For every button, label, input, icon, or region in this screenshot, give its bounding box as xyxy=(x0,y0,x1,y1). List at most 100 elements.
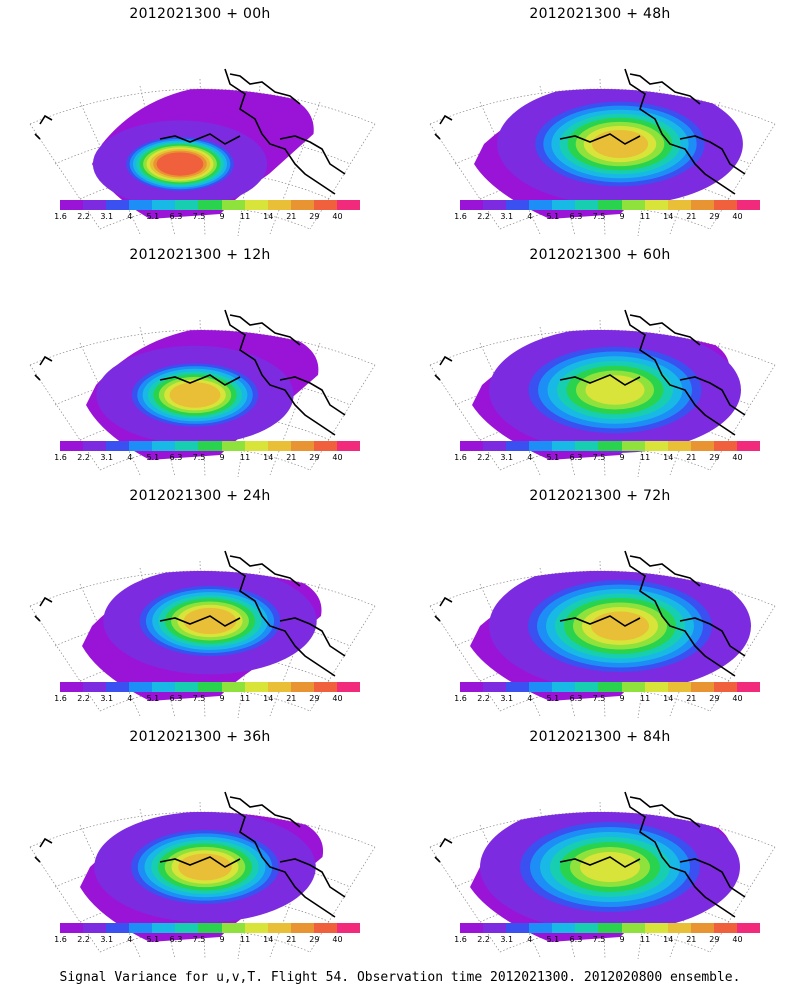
colorbar-label: 3.1 xyxy=(500,453,514,462)
colorbar-swatch-12 xyxy=(336,441,361,451)
colorbar-label: 21 xyxy=(286,935,297,944)
colorbar-swatch-10 xyxy=(290,682,314,692)
colorbar-label: 14 xyxy=(263,694,274,703)
colorbar-label: 4 xyxy=(127,935,133,944)
colorbar-label: 40 xyxy=(332,935,343,944)
colorbar-label: 5.1 xyxy=(146,453,160,462)
colorbar-swatch-12 xyxy=(736,923,761,933)
colorbar xyxy=(60,200,361,210)
colorbar-swatch-4 xyxy=(552,682,576,692)
colorbar-label: 2.2 xyxy=(477,453,490,462)
colorbar-swatch-12 xyxy=(336,200,361,210)
colorbar-swatch-6 xyxy=(598,441,622,451)
colorbar-swatch-11 xyxy=(713,441,737,451)
colorbar-labels: 1.6 2.2 3.1 4 5.1 6.3 7.5 9 11 14 21 29 40 xyxy=(50,694,370,706)
colorbar-swatch-4 xyxy=(552,200,576,210)
signal-variance-map xyxy=(429,550,776,719)
coastlines xyxy=(434,550,746,677)
colorbar-label: 7.5 xyxy=(192,935,206,944)
colorbar-label: 3.1 xyxy=(100,694,114,703)
colorbar-label: 14 xyxy=(663,212,674,221)
colorbar-label: 29 xyxy=(709,453,720,462)
colorbar-swatch-7 xyxy=(621,682,645,692)
map-panel-72h: 2012021300 + 72h 1.6 2.2 3.1 4 5.1 6.3 7.5 9 11 14… xyxy=(400,482,800,723)
colorbar-swatch-3 xyxy=(129,441,153,451)
colorbar-swatch-10 xyxy=(690,441,714,451)
colorbar xyxy=(60,682,361,692)
panel-title: 2012021300 + 48h xyxy=(529,6,671,22)
colorbar-swatch-5 xyxy=(575,923,599,933)
colorbar-label: 4 xyxy=(527,212,533,221)
colorbar-swatch-8 xyxy=(244,682,268,692)
colorbar-swatch-6 xyxy=(598,923,622,933)
colorbar-labels: 1.6 2.2 3.1 4 5.1 6.3 7.5 9 11 14 21 29 40 xyxy=(50,453,370,465)
colorbar-swatch-6 xyxy=(198,441,222,451)
colorbar-swatch-3 xyxy=(129,682,153,692)
signal-variance-map xyxy=(429,309,776,478)
colorbar-label: 29 xyxy=(309,453,320,462)
signal-variance-map xyxy=(29,550,376,719)
colorbar-label: 2.2 xyxy=(77,212,90,221)
colorbar-swatch-0 xyxy=(460,682,484,692)
colorbar-swatch-11 xyxy=(713,682,737,692)
colorbar-swatch-8 xyxy=(644,200,668,210)
colorbar-label: 7.5 xyxy=(192,212,206,221)
colorbar-label: 40 xyxy=(332,453,343,462)
colorbar-label: 6.3 xyxy=(169,935,183,944)
colorbar-label: 14 xyxy=(263,453,274,462)
colorbar-label: 29 xyxy=(309,212,320,221)
colorbar-label: 4 xyxy=(527,694,533,703)
colorbar-swatch-6 xyxy=(198,682,222,692)
coastlines xyxy=(434,791,746,918)
colorbar-swatch-12 xyxy=(736,441,761,451)
colorbar-swatch-8 xyxy=(244,200,268,210)
panel-title: 2012021300 + 24h xyxy=(129,488,271,504)
colorbar-swatch-8 xyxy=(644,682,668,692)
colorbar-swatch-1 xyxy=(483,441,507,451)
colorbar-label: 1.6 xyxy=(454,212,467,221)
colorbar-label: 14 xyxy=(663,935,674,944)
colorbar-label: 9 xyxy=(219,453,225,462)
colorbar-label: 3.1 xyxy=(500,212,514,221)
colorbar-label: 6.3 xyxy=(169,694,183,703)
colorbar-label: 29 xyxy=(709,694,720,703)
colorbar-swatch-12 xyxy=(336,682,361,692)
panel-grid: 2012021300 + 00h 1.6 2.2 3.1 4 5.1 6.3 7.5 9 11 14… xyxy=(0,0,800,960)
colorbar-swatch-7 xyxy=(221,682,245,692)
colorbar-label: 40 xyxy=(732,935,743,944)
colorbar-swatch-2 xyxy=(106,923,130,933)
colorbar-label: 6.3 xyxy=(169,212,183,221)
colorbar-label: 11 xyxy=(240,212,251,221)
colorbar-swatch-12 xyxy=(736,682,761,692)
colorbar-label: 9 xyxy=(219,935,225,944)
map-panel-24h: 2012021300 + 24h 1.6 2.2 3.1 4 5.1 6.3 7.5 9 11 14… xyxy=(0,482,400,723)
colorbar-labels: 1.6 2.2 3.1 4 5.1 6.3 7.5 9 11 14 21 29 40 xyxy=(450,935,770,947)
colorbar-swatch-7 xyxy=(221,200,245,210)
colorbar-label: 40 xyxy=(732,453,743,462)
colorbar-swatch-0 xyxy=(60,923,84,933)
colorbar-swatch-2 xyxy=(506,682,530,692)
colorbar-label: 1.6 xyxy=(54,212,67,221)
panel-title: 2012021300 + 12h xyxy=(129,247,271,263)
colorbar-label: 2.2 xyxy=(77,694,90,703)
map-panel-00h: 2012021300 + 00h 1.6 2.2 3.1 4 5.1 6.3 7.5 9 11 14… xyxy=(0,0,400,241)
coastlines xyxy=(34,309,346,436)
colorbar-swatch-6 xyxy=(198,923,222,933)
colorbar-label: 11 xyxy=(640,453,651,462)
colorbar-label: 1.6 xyxy=(54,453,67,462)
colorbar-label: 4 xyxy=(127,694,133,703)
colorbar-swatch-3 xyxy=(529,923,553,933)
colorbar-swatch-10 xyxy=(290,200,314,210)
colorbar-label: 14 xyxy=(263,935,274,944)
colorbar-label: 5.1 xyxy=(546,212,560,221)
colorbar-label: 14 xyxy=(663,453,674,462)
colorbar-label: 21 xyxy=(286,212,297,221)
colorbar-swatch-1 xyxy=(483,923,507,933)
signal-variance-map xyxy=(29,309,376,478)
colorbar-label: 11 xyxy=(240,694,251,703)
colorbar-swatch-3 xyxy=(529,200,553,210)
colorbar-label: 3.1 xyxy=(100,453,114,462)
colorbar-label: 4 xyxy=(527,935,533,944)
colorbar-label: 2.2 xyxy=(477,694,490,703)
colorbar-swatch-7 xyxy=(621,200,645,210)
